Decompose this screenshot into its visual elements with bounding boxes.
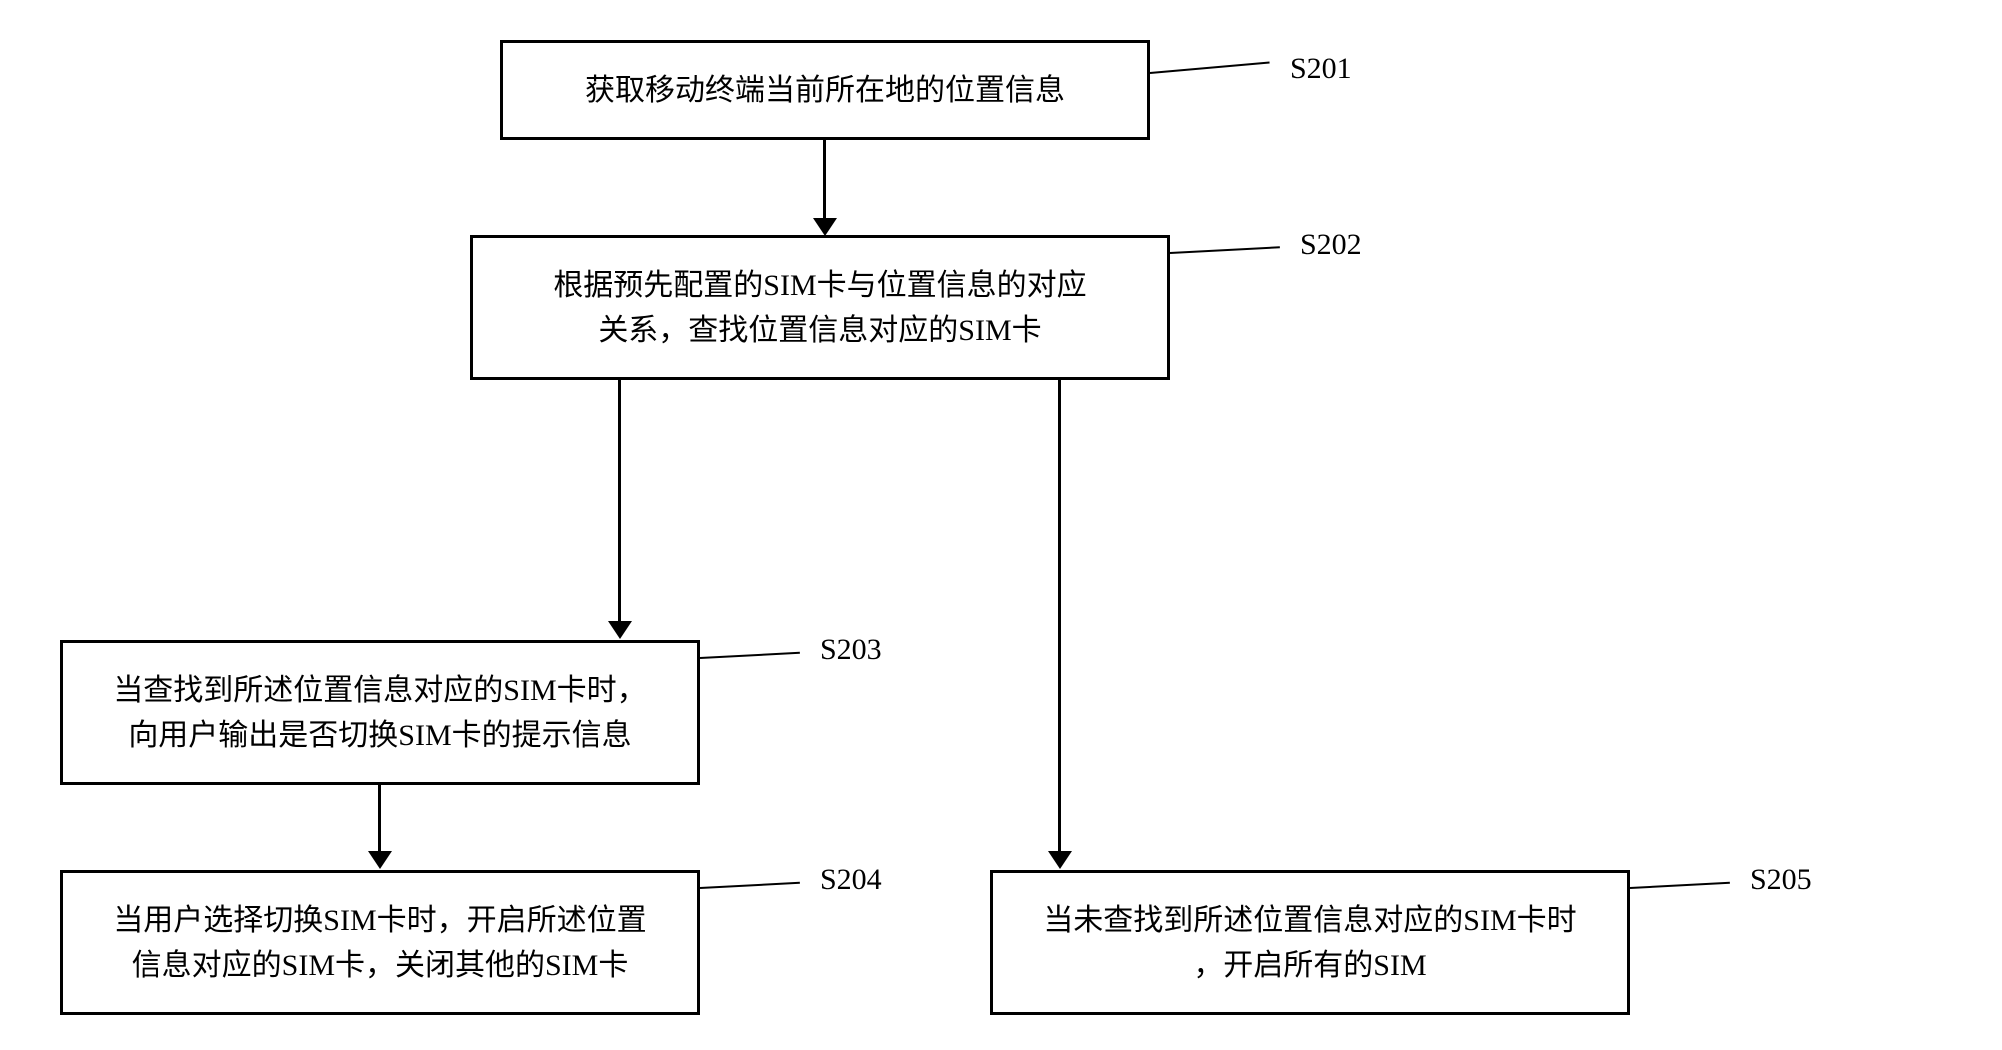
flow-node-s205: 当未查找到所述位置信息对应的SIM卡时 ，开启所有的SIM — [990, 870, 1630, 1015]
flow-node-s205-text: 当未查找到所述位置信息对应的SIM卡时 ，开启所有的SIM — [1043, 898, 1576, 988]
leader-s202 — [1170, 246, 1280, 254]
arrow-s201-s202 — [823, 140, 826, 220]
flow-node-s203: 当查找到所述位置信息对应的SIM卡时， 向用户输出是否切换SIM卡的提示信息 — [60, 640, 700, 785]
flow-node-s204: 当用户选择切换SIM卡时，开启所述位置 信息对应的SIM卡，关闭其他的SIM卡 — [60, 870, 700, 1015]
leader-s205 — [1630, 882, 1730, 889]
leader-s201 — [1150, 62, 1270, 74]
arrowhead-s201-s202 — [813, 218, 837, 236]
label-s202: S202 — [1300, 228, 1362, 262]
flow-node-s202: 根据预先配置的SIM卡与位置信息的对应 关系，查找位置信息对应的SIM卡 — [470, 235, 1170, 380]
arrow-s202-s205 — [1058, 380, 1061, 853]
flow-node-s203-text: 当查找到所述位置信息对应的SIM卡时， 向用户输出是否切换SIM卡的提示信息 — [113, 668, 646, 758]
label-s205: S205 — [1750, 863, 1812, 897]
label-s204: S204 — [820, 863, 882, 897]
arrowhead-s202-s205 — [1048, 851, 1072, 869]
arrowhead-s203-s204 — [368, 851, 392, 869]
flow-node-s201: 获取移动终端当前所在地的位置信息 — [500, 40, 1150, 140]
arrowhead-s202-s203 — [608, 621, 632, 639]
arrow-s202-s203 — [618, 380, 621, 623]
arrow-s203-s204 — [378, 785, 381, 853]
label-s201: S201 — [1290, 52, 1352, 86]
leader-s203 — [700, 652, 800, 659]
flow-node-s202-text: 根据预先配置的SIM卡与位置信息的对应 关系，查找位置信息对应的SIM卡 — [553, 263, 1086, 353]
flow-node-s204-text: 当用户选择切换SIM卡时，开启所述位置 信息对应的SIM卡，关闭其他的SIM卡 — [113, 898, 646, 988]
label-s203: S203 — [820, 633, 882, 667]
leader-s204 — [700, 882, 800, 889]
flow-node-s201-text: 获取移动终端当前所在地的位置信息 — [585, 68, 1065, 113]
